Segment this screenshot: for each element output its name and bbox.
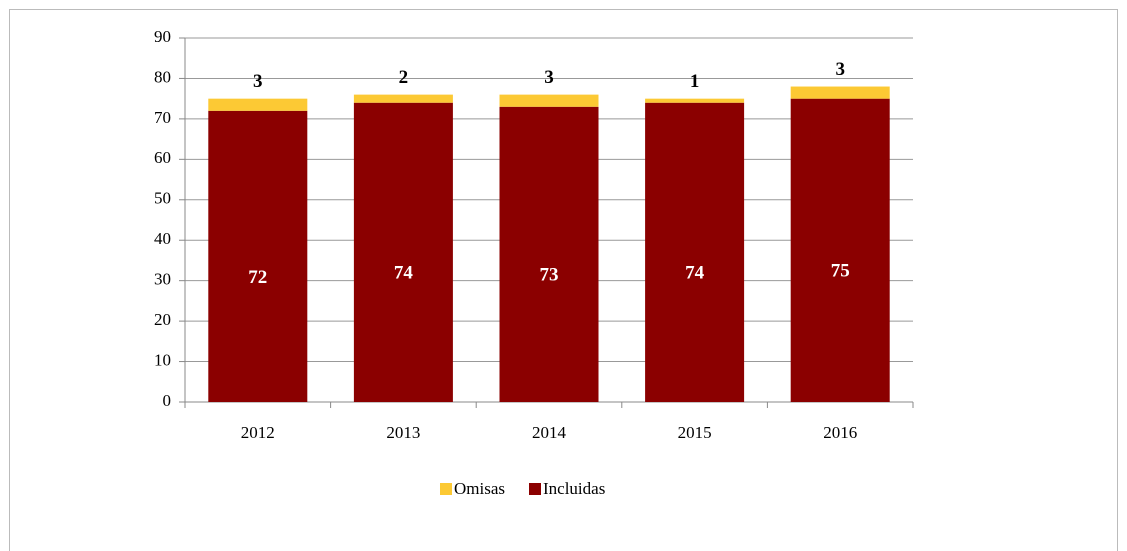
data-label: 74 (685, 263, 705, 284)
data-label: 74 (394, 263, 414, 284)
bar (499, 106, 599, 402)
data-label: 72 (248, 267, 267, 288)
data-label: 3 (835, 59, 845, 80)
y-tick-label: 70 (154, 108, 171, 127)
bar (790, 86, 890, 99)
bar (645, 98, 745, 103)
y-tick-label: 0 (163, 391, 172, 410)
bar (208, 98, 308, 111)
data-label: 73 (540, 265, 559, 286)
data-label: 75 (831, 261, 850, 282)
bar (353, 94, 453, 103)
bar (208, 110, 308, 403)
x-tick-label: 2014 (532, 423, 567, 442)
legend-label: Incluidas (543, 479, 605, 498)
data-label: 1 (690, 71, 700, 92)
bar (499, 94, 599, 107)
bar (645, 102, 745, 402)
data-label: 2 (399, 67, 409, 88)
y-tick-label: 40 (154, 229, 171, 248)
legend-swatch (440, 483, 452, 495)
y-tick-label: 30 (154, 270, 171, 289)
y-tick-label: 90 (154, 27, 171, 46)
y-tick-label: 80 (154, 67, 171, 86)
bar (790, 98, 890, 403)
x-tick-label: 2013 (386, 423, 420, 442)
data-label: 3 (544, 67, 554, 88)
x-tick-label: 2012 (241, 423, 275, 442)
x-tick-label: 2015 (678, 423, 712, 442)
legend-swatch (529, 483, 541, 495)
x-tick-label: 2016 (823, 423, 857, 442)
legend-label: Omisas (454, 479, 505, 498)
y-tick-label: 20 (154, 310, 171, 329)
data-label: 3 (253, 71, 263, 92)
y-tick-label: 60 (154, 148, 171, 167)
chart-frame (9, 9, 1118, 551)
y-tick-label: 50 (154, 189, 171, 208)
bar (353, 102, 453, 402)
y-tick-label: 10 (154, 350, 171, 369)
